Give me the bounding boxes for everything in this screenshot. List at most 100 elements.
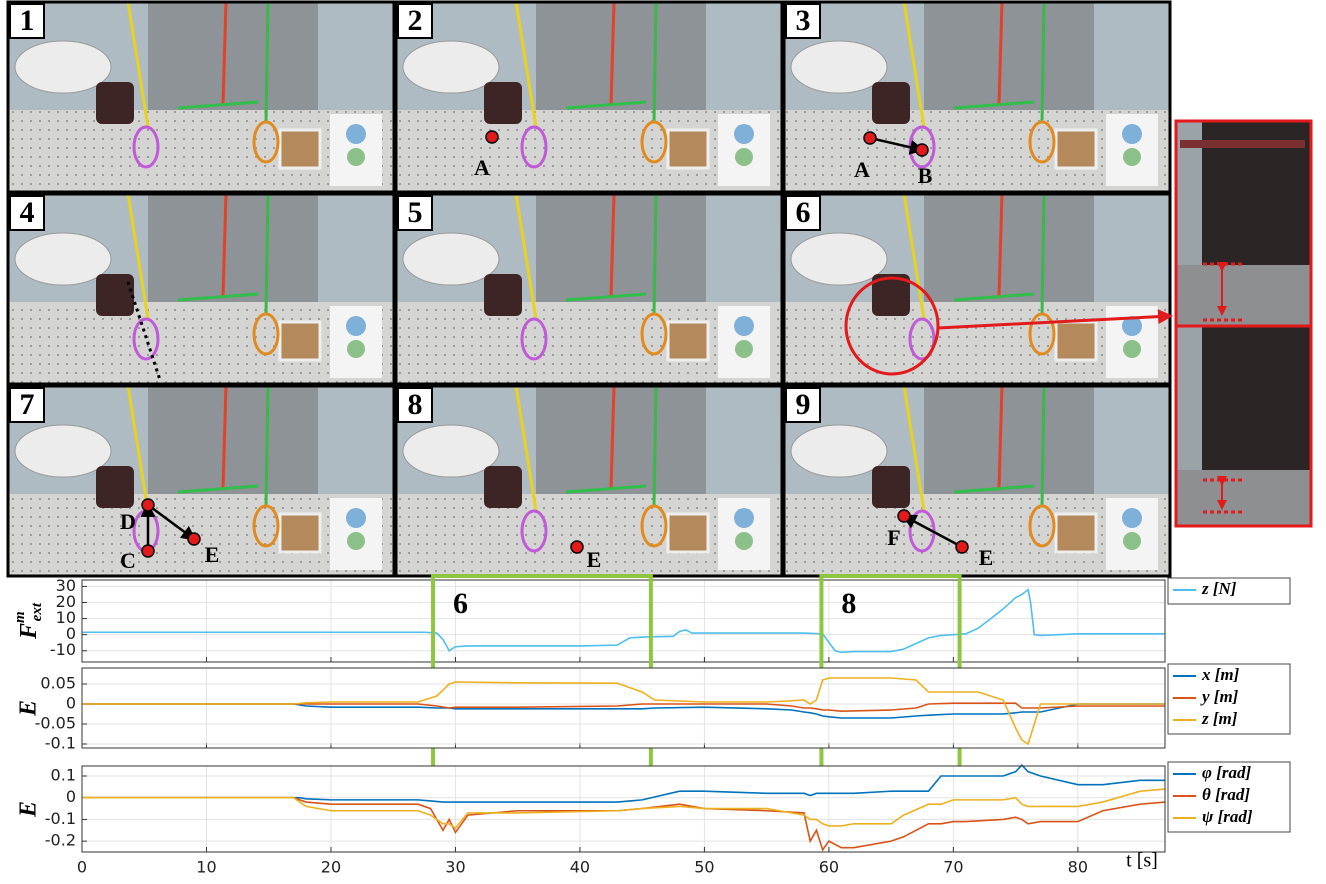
skeleton (1042, 386, 1044, 506)
waypoint-label: E (979, 545, 994, 570)
panel-number: 3 (796, 4, 811, 37)
box (280, 322, 320, 360)
x-tick-label: 20 (321, 858, 341, 877)
robot (791, 425, 887, 477)
marker-dot (735, 148, 753, 166)
figure: 12A3AB4567DCE8E9FE 3020100-10Fmextz [N]6… (0, 0, 1326, 884)
drill (96, 466, 134, 508)
person-torso (924, 386, 1094, 494)
waypoint-label: B (918, 163, 933, 188)
box (1056, 130, 1096, 168)
box (668, 322, 708, 360)
marker-dot (346, 124, 366, 144)
marker-dot (1123, 148, 1141, 166)
marker-dot (347, 532, 365, 550)
legend-label: z [m] (1201, 709, 1238, 728)
marker-dot (347, 340, 365, 358)
photo-panel: 2A (396, 2, 782, 192)
waypoint (142, 545, 154, 557)
y-tick-label: -0.1 (45, 809, 76, 828)
waypoint-label: E (587, 547, 602, 572)
photo-panel: 1 (8, 2, 394, 192)
waypoint (486, 131, 498, 143)
panel-number: 7 (20, 388, 35, 421)
waypoint (571, 541, 583, 553)
legend-label: φ [rad] (1202, 763, 1251, 782)
drill (484, 466, 522, 508)
x-tick-label: 10 (196, 858, 216, 877)
waypoint-label: C (120, 548, 136, 573)
x-tick-label: 80 (1068, 858, 1088, 877)
x-tick-label: 0 (77, 858, 87, 877)
skeleton (654, 386, 656, 506)
waypoint (864, 132, 876, 144)
marker-dot (734, 316, 754, 336)
y-axis-label-base: F (16, 623, 42, 640)
y-tick-label: -0.2 (45, 831, 76, 850)
robot (403, 41, 499, 93)
marker-dot (1122, 508, 1142, 528)
box (668, 130, 708, 168)
y-axis-label-sub: ext (29, 602, 45, 621)
box (280, 514, 320, 552)
legend-label: y [m] (1200, 687, 1239, 706)
waypoint-label: F (887, 525, 900, 550)
skeleton (1042, 2, 1044, 122)
marker-dot (1122, 124, 1142, 144)
skeleton (1042, 194, 1044, 314)
panel-number: 9 (796, 388, 811, 421)
x-axis-label: t [s] (1126, 850, 1158, 872)
skeleton (266, 194, 268, 314)
waypoint (916, 144, 928, 156)
panel-number: 4 (20, 196, 35, 229)
marker-dot (735, 340, 753, 358)
person-torso (536, 194, 706, 302)
plot-area (82, 580, 1165, 662)
x-tick-label: 40 (570, 858, 590, 877)
person-torso (536, 386, 706, 494)
y-tick-label: -0.1 (45, 734, 76, 753)
y-axis-label: Fmext (12, 602, 45, 640)
photo-panel: 4 (8, 194, 394, 384)
zoom-table (1177, 265, 1310, 325)
legend-label: z [N] (1201, 579, 1237, 598)
skeleton (654, 194, 656, 314)
drill (96, 82, 134, 124)
waypoint-label: A (854, 157, 870, 182)
drill (484, 274, 522, 316)
y-tick-label: 0.05 (40, 674, 76, 693)
person-torso (924, 194, 1094, 302)
panel-number: 5 (408, 196, 423, 229)
person-torso (148, 194, 318, 302)
waypoint (142, 499, 154, 511)
x-tick-label: 70 (943, 858, 963, 877)
photo-panel: 8E (396, 386, 782, 576)
zoom-table (1177, 470, 1310, 525)
marker-dot (734, 508, 754, 528)
y-axis-label: E (16, 700, 42, 717)
photo-panel: 6 (784, 194, 1170, 384)
robot (15, 41, 111, 93)
marker-dot (347, 148, 365, 166)
waypoint-label: E (205, 542, 220, 567)
skeleton (266, 386, 268, 506)
photo-grid: 12A3AB4567DCE8E9FE (8, 2, 1170, 576)
marker-dot (346, 316, 366, 336)
drill (96, 274, 134, 316)
person-torso (148, 2, 318, 110)
y-tick-label: 0 (66, 694, 76, 713)
zoom-inset (1176, 121, 1311, 526)
robot (791, 233, 887, 285)
y-axis-label: E (16, 801, 42, 818)
skeleton (654, 2, 656, 122)
marker-dot (1123, 340, 1141, 358)
person-torso (148, 386, 318, 494)
marker-dot (735, 532, 753, 550)
person-torso (536, 2, 706, 110)
robot (15, 233, 111, 285)
box (1056, 514, 1096, 552)
waypoint (956, 541, 968, 553)
box (1056, 322, 1096, 360)
